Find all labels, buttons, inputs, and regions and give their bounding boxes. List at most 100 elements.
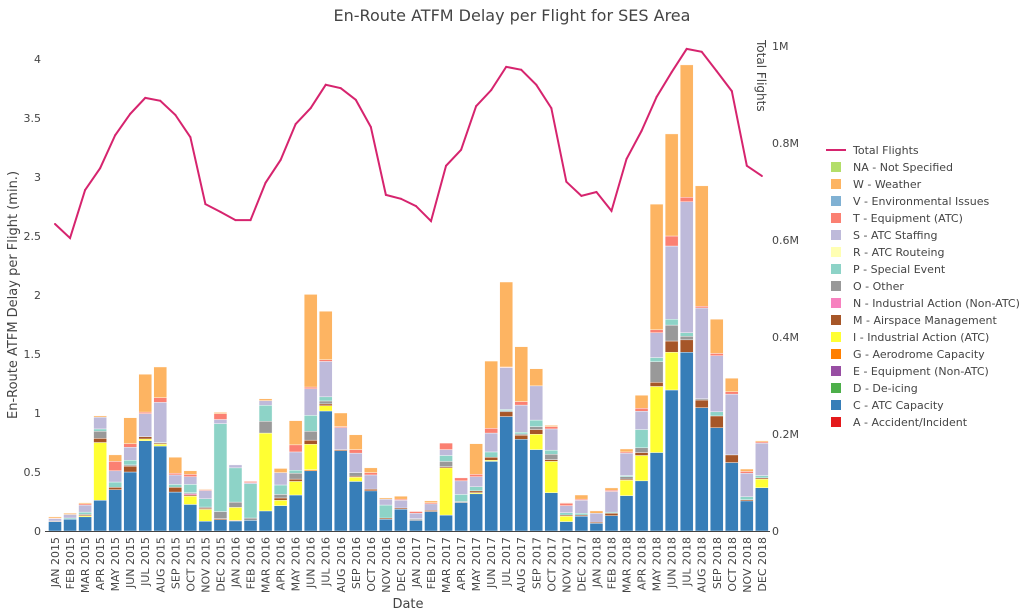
total-flights-point[interactable] bbox=[399, 197, 402, 200]
bar-segment[interactable] bbox=[198, 490, 213, 499]
bar-segment[interactable] bbox=[93, 415, 107, 418]
bar-segment[interactable] bbox=[514, 432, 528, 435]
bar-segment[interactable] bbox=[288, 478, 303, 482]
bar-segment[interactable] bbox=[198, 521, 213, 532]
bar-segment[interactable] bbox=[288, 420, 303, 446]
total-flights-point[interactable] bbox=[610, 209, 613, 212]
bar-segment[interactable] bbox=[725, 391, 739, 395]
bar-segment[interactable] bbox=[619, 495, 634, 532]
bar-segment[interactable] bbox=[514, 439, 528, 532]
total-flights-point[interactable] bbox=[655, 95, 658, 98]
bar-segment[interactable] bbox=[604, 487, 619, 491]
bar-segment[interactable] bbox=[484, 461, 498, 532]
bar-segment[interactable] bbox=[574, 513, 589, 516]
bar-segment[interactable] bbox=[153, 402, 167, 443]
bar-segment[interactable] bbox=[710, 415, 724, 428]
bar-segment[interactable] bbox=[288, 481, 303, 496]
bar-segment[interactable] bbox=[649, 382, 664, 387]
bar-segment[interactable] bbox=[559, 505, 574, 513]
bar-segment[interactable] bbox=[183, 476, 198, 485]
bar-segment[interactable] bbox=[710, 318, 724, 354]
bar-segment[interactable] bbox=[544, 454, 559, 460]
bar-segment[interactable] bbox=[288, 472, 303, 480]
total-flights-point[interactable] bbox=[204, 203, 207, 206]
legend[interactable]: Total Flights NA - Not Specified W - Weath… bbox=[826, 144, 1020, 429]
bar-segment[interactable] bbox=[303, 294, 318, 388]
bar-segment[interactable] bbox=[484, 428, 498, 434]
bar-segment[interactable] bbox=[409, 520, 423, 532]
bar-segment[interactable] bbox=[514, 404, 528, 433]
bar-segment[interactable] bbox=[424, 500, 438, 503]
bar-segment[interactable] bbox=[138, 436, 152, 440]
bar-segment[interactable] bbox=[153, 366, 167, 398]
total-flights-point[interactable] bbox=[535, 83, 538, 86]
bar-segment[interactable] bbox=[679, 201, 694, 333]
total-flights-point[interactable] bbox=[430, 220, 432, 223]
bar-segment[interactable] bbox=[604, 515, 619, 532]
bar-segment[interactable] bbox=[755, 475, 769, 479]
legend-label[interactable]: I - Industrial Action (ATC) bbox=[853, 331, 989, 344]
bar-segment[interactable] bbox=[243, 517, 258, 521]
bar-segment[interactable] bbox=[153, 397, 167, 403]
bar-segment[interactable] bbox=[649, 329, 664, 333]
total-flights-point[interactable] bbox=[490, 89, 493, 92]
bar-segment[interactable] bbox=[439, 467, 453, 516]
legend-label[interactable]: D - De-icing bbox=[853, 382, 918, 395]
bar-segment[interactable] bbox=[499, 411, 513, 417]
bar-segment[interactable] bbox=[78, 511, 92, 515]
bar-segment[interactable] bbox=[679, 339, 694, 353]
bar-segment[interactable] bbox=[349, 434, 363, 450]
bar-segment[interactable] bbox=[349, 449, 363, 454]
bar-segment[interactable] bbox=[93, 428, 107, 432]
bar-segment[interactable] bbox=[273, 494, 288, 499]
bar-segment[interactable] bbox=[619, 476, 634, 480]
bar-segment[interactable] bbox=[484, 457, 498, 461]
bar-segment[interactable] bbox=[649, 386, 664, 453]
total-flights-point[interactable] bbox=[354, 98, 357, 101]
legend-label[interactable]: C - ATC Capacity bbox=[853, 399, 944, 412]
bar-segment[interactable] bbox=[93, 416, 107, 430]
bar-segment[interactable] bbox=[153, 445, 167, 532]
bar-segment[interactable] bbox=[213, 423, 228, 512]
total-flights-point[interactable] bbox=[685, 47, 688, 50]
bar-segment[interactable] bbox=[529, 368, 543, 387]
bar-segment[interactable] bbox=[198, 488, 213, 490]
bar-segment[interactable] bbox=[514, 401, 528, 406]
bar-segment[interactable] bbox=[409, 513, 423, 519]
total-flights-point[interactable] bbox=[309, 107, 312, 110]
bar-segment[interactable] bbox=[123, 465, 137, 473]
bar-segment[interactable] bbox=[559, 503, 574, 506]
bar-segment[interactable] bbox=[634, 411, 649, 430]
bar-segment[interactable] bbox=[138, 413, 152, 437]
bar-segment[interactable] bbox=[499, 416, 513, 532]
total-flights-point[interactable] bbox=[580, 194, 583, 197]
bar-segment[interactable] bbox=[138, 440, 152, 532]
total-flights-point[interactable] bbox=[249, 219, 252, 222]
bar-segment[interactable] bbox=[213, 419, 228, 424]
bar-segment[interactable] bbox=[319, 405, 333, 412]
bar-segment[interactable] bbox=[469, 490, 483, 493]
bar-segment[interactable] bbox=[695, 307, 709, 400]
bar-segment[interactable] bbox=[469, 443, 483, 475]
bar-segment[interactable] bbox=[740, 500, 754, 532]
bar-segment[interactable] bbox=[228, 467, 243, 503]
bar-segment[interactable] bbox=[228, 501, 243, 508]
total-flights-point[interactable] bbox=[445, 164, 448, 167]
bar-segment[interactable] bbox=[664, 340, 679, 353]
bar-segment[interactable] bbox=[228, 507, 243, 521]
bar-segment[interactable] bbox=[379, 498, 393, 506]
bar-segment[interactable] bbox=[755, 478, 769, 488]
bar-segment[interactable] bbox=[649, 203, 664, 331]
bar-segment[interactable] bbox=[710, 355, 724, 413]
bar-segment[interactable] bbox=[123, 443, 137, 448]
bar-segment[interactable] bbox=[48, 521, 62, 532]
legend-label[interactable]: S - ATC Staffing bbox=[853, 229, 938, 242]
bar-segment[interactable] bbox=[695, 185, 709, 307]
bar-segment[interactable] bbox=[78, 502, 92, 505]
bar-segment[interactable] bbox=[273, 472, 288, 486]
bar-segment[interactable] bbox=[649, 452, 664, 532]
bar-segment[interactable] bbox=[710, 427, 724, 532]
bar-segment[interactable] bbox=[589, 523, 604, 532]
legend-label[interactable]: M - Airspace Management bbox=[853, 314, 997, 327]
bar-segment[interactable] bbox=[499, 367, 513, 410]
